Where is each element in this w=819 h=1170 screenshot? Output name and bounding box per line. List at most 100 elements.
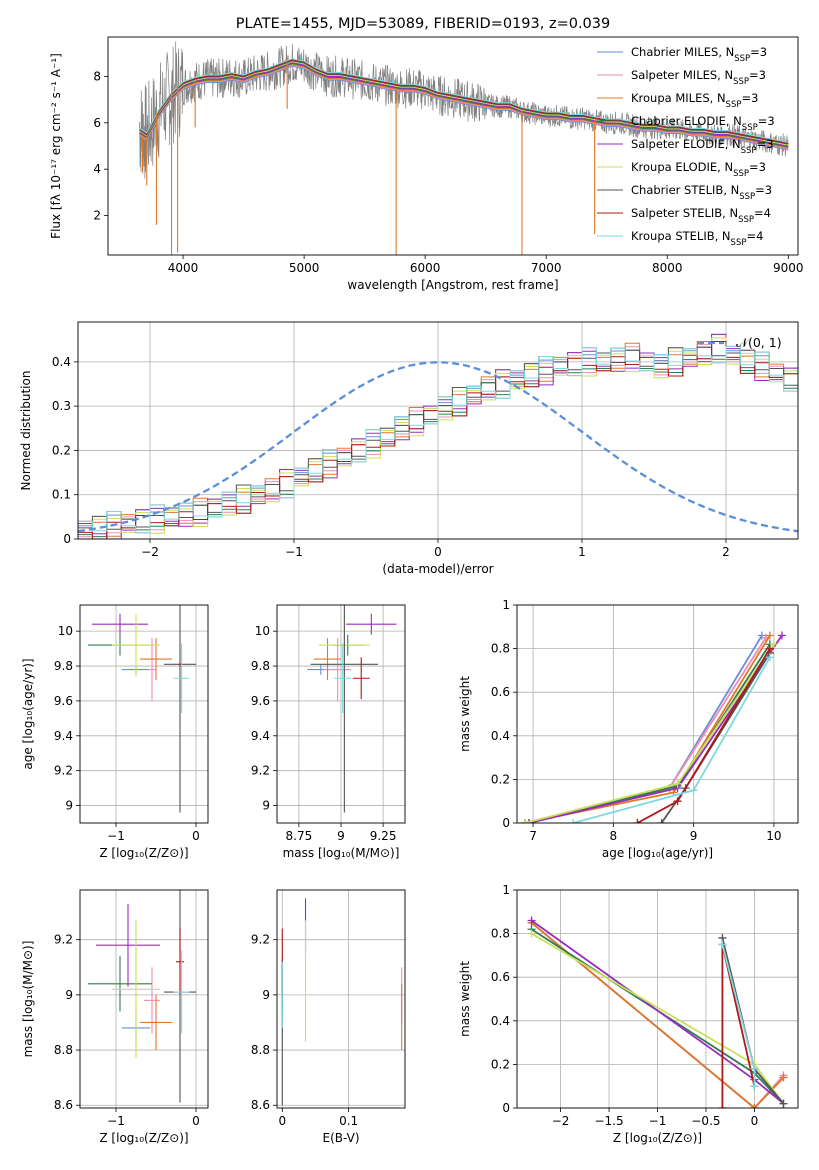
weight-vs-metallicity-panel: −2 −1.5 −1 −0.5 0 0 0.2 0.4 0.6 0.8 1 Z [log₁₀(Z/Z⊙…: [458, 883, 799, 1145]
y-tick-label: 9.6: [54, 694, 73, 708]
legend-entry: Chabrier STELIB, NSSP=3: [631, 183, 772, 202]
weight-marker: [633, 819, 642, 823]
weight-marker: [525, 819, 534, 823]
observed-spectrum: [139, 41, 789, 179]
y-tick-label: 0.2: [491, 772, 510, 786]
y-tick-label: 0.8: [491, 927, 510, 941]
weight-line: [524, 643, 775, 823]
x-tick-label: 7000: [531, 261, 562, 275]
y-tick-label: 9.6: [251, 694, 270, 708]
mass-vs-metallicity-panel: −1 0 8.6 8.8 9 9.2 Z [log₁₀(Z/Z⊙)] mass [log₁₀(…: [21, 889, 209, 1145]
mass-vs-ebv-panel: 0 0.1 8.6 8.8 9 9.2 E(B-V): [251, 889, 406, 1145]
x-tick-label: 9: [337, 829, 345, 843]
legend-suffix: =3: [758, 114, 775, 128]
legend-text: Salpeter ELODIE, N: [631, 137, 741, 151]
chart-title: PLATE=1455, MJD=53089, FIBERID=0193, z=0…: [236, 16, 610, 32]
model-line: [139, 65, 789, 151]
weight-line: [528, 643, 771, 823]
x-tick-label: 5000: [289, 261, 320, 275]
y-tick-label: 1: [502, 598, 510, 612]
y-tick-label: 9.4: [54, 729, 73, 743]
x-tick-label: 8.75: [286, 829, 313, 843]
x-tick-label: 0: [192, 1114, 200, 1128]
y-tick-label: 0: [502, 816, 510, 830]
y-tick-label: 8: [93, 69, 101, 83]
x-tick-label: 10: [766, 829, 781, 843]
weight-marker: [689, 786, 698, 795]
axes-frame: [516, 889, 799, 1109]
age-vs-metallicity-panel: −1 0 9 9.2 9.4 9.6 9.8 10 Z [log₁₀(Z/Z⊙)] age [lo…: [21, 604, 209, 860]
legend-text: Kroupa ELODIE, N: [631, 160, 733, 174]
x-tick-label: 9000: [773, 261, 804, 275]
y-tick-label: 9: [262, 988, 270, 1002]
model-line: [139, 61, 789, 146]
model-line: [139, 62, 789, 148]
errorbar-plot: [307, 605, 397, 813]
y-axis-label: age [log₁₀(age/yr)]: [21, 658, 35, 769]
residual-histogram: [78, 345, 798, 534]
x-tick-label: 9.25: [370, 829, 397, 843]
y-tick-label: 9: [262, 799, 270, 813]
weight-plot: [527, 916, 788, 1108]
y-tick-label: 8.6: [54, 1098, 73, 1112]
x-axis-label: (data-model)/error: [382, 562, 493, 576]
x-tick-label: 9: [690, 829, 698, 843]
x-tick-label: 4000: [168, 261, 199, 275]
residual-plot: [78, 333, 798, 539]
x-tick-label: 1: [578, 545, 586, 559]
residual-histogram: [78, 341, 798, 537]
legend-suffix: =3: [741, 91, 758, 105]
errorbar-plot: [88, 890, 196, 1103]
x-tick-label: 8: [610, 829, 618, 843]
y-tick-label: 9.8: [54, 659, 73, 673]
x-tick-label: −1: [107, 1114, 125, 1128]
x-tick-label: −2: [141, 545, 159, 559]
weight-marker: [779, 1073, 788, 1082]
weight-marker: [757, 631, 766, 640]
age-vs-mass-panel: 8.75 9 9.25 9 9.2 9.4 9.6 9.8 10 mass [log₁₀(M/M⊙…: [251, 604, 406, 860]
x-tick-label: 0.1: [339, 1114, 358, 1128]
weight-marker: [769, 640, 778, 649]
axes-frame: [79, 604, 209, 824]
legend-suffix: =4: [746, 229, 763, 243]
y-tick-label: 9.2: [251, 933, 270, 947]
legend-suffix: =3: [749, 160, 766, 174]
y-tick-label: 2: [93, 209, 101, 223]
residuals-panel: −2 −1 0 1 2 0 0.1 0.2 0.3 0.4 (data-model)/error No…: [19, 321, 799, 576]
weight-marker: [673, 797, 682, 806]
residual-histogram: [78, 333, 798, 539]
x-tick-label: −0.5: [691, 1114, 720, 1128]
x-tick-label: 0: [278, 1114, 286, 1128]
axes-frame: [77, 321, 799, 540]
legend-entry: Salpeter MILES, NSSP=3: [631, 68, 766, 87]
y-tick-label: 9: [65, 988, 73, 1002]
legend-entry: Chabrier ELODIE, NSSP=3: [631, 114, 775, 133]
legend-entry: Salpeter ELODIE, NSSP=3: [631, 137, 774, 156]
spectrum-panel: 4000 5000 6000 7000 8000 9000 2 4 6 8 wavelength […: [49, 16, 804, 292]
x-axis-label: Z [log₁₀(Z/Z⊙)]: [613, 1131, 702, 1145]
weight-marker: [779, 1099, 788, 1108]
x-axis-label: mass [log₁₀(M/M⊙)]: [283, 846, 400, 860]
x-tick-label: −1: [649, 1114, 667, 1128]
legend-subscript: SSP: [739, 192, 755, 202]
x-axis-label: E(B-V): [322, 1131, 359, 1145]
legend-entry: 𝒩(0, 1): [736, 335, 782, 350]
y-tick-label: 0.6: [491, 685, 510, 699]
legend-text: Chabrier STELIB, N: [631, 183, 739, 197]
axes-frame: [276, 604, 406, 824]
residual-histogram: [78, 343, 798, 538]
residual-histogram: [78, 333, 798, 539]
legend-text: Salpeter MILES, N: [631, 68, 733, 82]
x-tick-label: 0: [192, 829, 200, 843]
weight-marker: [765, 644, 774, 653]
y-tick-label: 4: [93, 162, 101, 176]
legend-text: Salpeter STELIB, N: [631, 206, 738, 220]
y-axis-label: mass weight: [458, 676, 472, 752]
y-tick-label: 9.2: [251, 764, 270, 778]
legend-suffix: =3: [755, 183, 772, 197]
x-tick-label: 0: [751, 1114, 759, 1128]
weight-marker: [750, 1082, 759, 1091]
y-tick-label: 9.8: [251, 659, 270, 673]
legend-entry: Kroupa STELIB, NSSP=4: [631, 229, 763, 248]
